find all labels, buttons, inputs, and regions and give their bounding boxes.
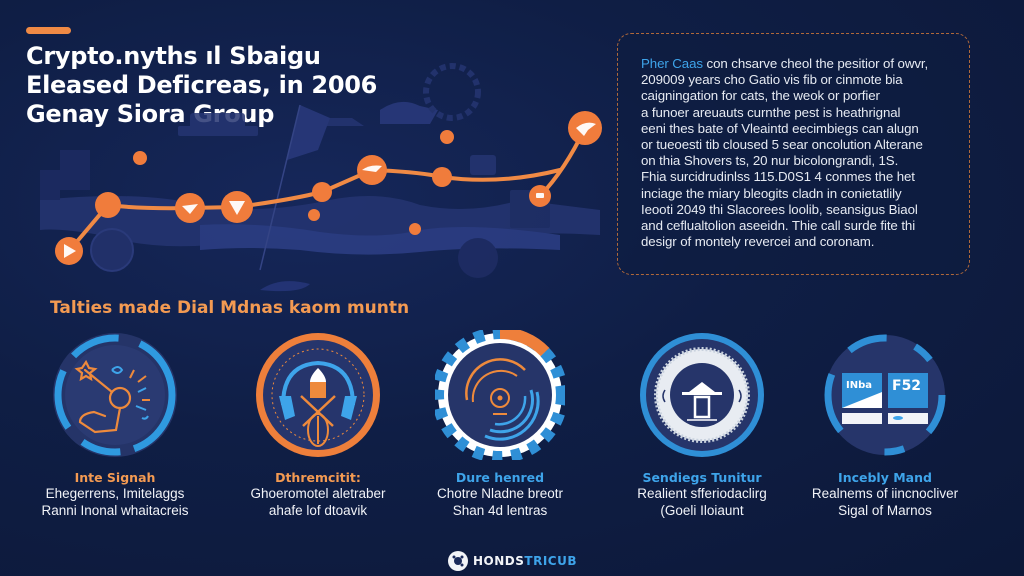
panel-line-4: a funoer areuauts curnthe pest is heathr… [641, 104, 901, 120]
title-line-2: Eleased Deficreas, in 2006 [26, 71, 378, 99]
section-heading: Talties made Dial Mdnas kaom muntn [50, 298, 410, 318]
badge-1-line-2: Ranni Inonal whaitacreis [41, 503, 189, 518]
node-5 [312, 182, 332, 202]
node-glyphs [64, 122, 596, 258]
badge-5-title: Incebly Mand [838, 470, 932, 485]
badge-4-line-2: (Goeli Iloiaunt [660, 503, 744, 518]
badge-2: Dthremcitit: Ghoeromotel aletraber ahafe… [228, 330, 408, 519]
panel-line-2: 209009 years cho Gatio vis fib or cinmot… [641, 72, 903, 88]
badge-3-line-2: Shan 4d lentras [452, 503, 548, 518]
trend-chart [40, 63, 602, 292]
plane-icon [362, 165, 382, 172]
badge-1-title: Inte Signah [74, 470, 156, 485]
bird-icon [182, 204, 198, 214]
badge-2-line-1: Ghoeromotel aletraber [250, 486, 386, 501]
badge-5-line-2: Sigal of Marnos [838, 503, 932, 518]
badge-3-title: Dure henred [455, 470, 545, 485]
card-label-1: INba [846, 380, 872, 391]
panel-line-8: Fhia surcidrudinlss 115.D0S1 4 conmes th… [641, 169, 915, 185]
page-title: Crypto.nyths ıl Sbaigu Eleased Deficreas… [26, 42, 377, 129]
dot-4 [440, 130, 454, 144]
temple-headphones-icon [256, 333, 380, 457]
badge-2-title: Dthremcitit: [275, 470, 361, 485]
title-accent-bar [26, 27, 71, 34]
dot-1 [133, 151, 147, 165]
badge-5-line-1: Realnems of iincnocliver [811, 486, 959, 501]
footer-brand[interactable]: HONDSTRICUB [448, 550, 577, 572]
small-glyph [536, 193, 544, 198]
node-2 [95, 192, 121, 218]
badge-3: Dure henred Chotre Nladne breotr Shan 4d… [410, 330, 590, 519]
panel-lead: Pher Caas [641, 56, 703, 71]
node-7 [432, 167, 452, 187]
panel-line-3: caigningation for cats, the weok or porf… [641, 88, 880, 104]
badge-4-line-1: Realient sfferiodaclirg [637, 486, 767, 501]
play-icon [64, 244, 76, 258]
panel-line-11: and ceflualtolion aseeidn. Thie call sur… [641, 218, 916, 234]
badge-4: Sendiegs Tunitur Realient sfferiodaclirg… [612, 330, 792, 519]
panel-line-12: desigr of montely revercei and coronam. [641, 234, 875, 250]
panel-line-7: on thia Shovers ts, 20 nur bicolongrandi… [641, 153, 899, 169]
arrow-down-icon [229, 201, 245, 215]
panel-line-5: eeni thes bate of Vleaintd eecimbiegs ca… [641, 120, 919, 136]
panel-line-9: inciage the miary bleogits cladn in coni… [641, 185, 902, 201]
dashboard-cards-icon: INba F52 [824, 334, 946, 456]
badge-4-title: Sendiegs Tunitur [642, 470, 762, 485]
badge-1-line-1: Ehegerrens, Imitelaggs [45, 486, 185, 501]
lightbulb-constellation-icon [53, 333, 177, 457]
bank-gear-icon [640, 333, 764, 457]
brand-name: HONDSTRICUB [473, 554, 577, 568]
badge-1: Inte Signah Ehegerrens, Imitelaggs Ranni… [25, 330, 205, 519]
brand-logo-icon [448, 551, 468, 571]
panel-line-1: Pher Caas con chsarve cheol the pesitior… [641, 56, 929, 71]
panel-line-10: Ieooti 2049 thi Slacorees loolib, seansi… [641, 201, 918, 217]
vinyl-disc-icon [435, 330, 565, 460]
plane-icon-2 [576, 122, 596, 136]
badge-2-line-2: ahafe lof dtoavik [268, 503, 368, 518]
card-label-2: F52 [892, 378, 921, 394]
badge-row: Inte Signah Ehegerrens, Imitelaggs Ranni… [0, 330, 1024, 530]
description-panel: Pher Caas con chsarve cheol the pesitior… [617, 33, 970, 275]
dot-3 [409, 223, 421, 235]
badge-3-line-1: Chotre Nladne breotr [436, 486, 564, 501]
panel-line-6: or tueoesti tib cloused 5 sear oncolutio… [641, 137, 923, 153]
badge-5: INba F52 Incebly Mand Realnems of iincno… [795, 330, 975, 519]
dot-2 [308, 209, 320, 221]
title-line-1: Crypto.nyths ıl Sbaigu [26, 42, 321, 70]
